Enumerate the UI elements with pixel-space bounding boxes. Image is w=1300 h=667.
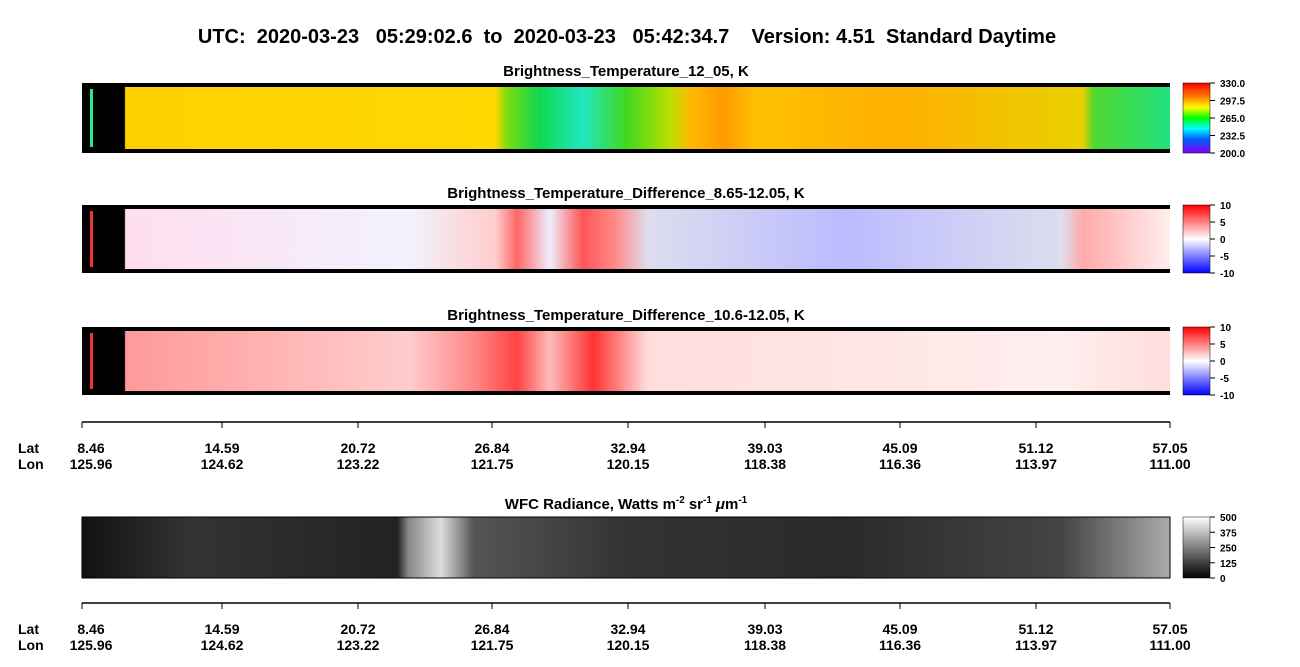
lat-value: 57.05 (1152, 621, 1187, 637)
colorbar-label: -5 (1220, 374, 1229, 385)
swath-image (82, 327, 1170, 395)
lon-value: 111.00 (1149, 637, 1190, 653)
lat-value: 8.46 (77, 440, 104, 456)
page-title: UTC: 2020-03-23 05:29:02.6 to 2020-03-23… (198, 26, 1056, 48)
lat-value: 45.09 (882, 440, 917, 456)
lon-value: 123.22 (337, 637, 380, 653)
lon-value: 111.00 (1149, 456, 1190, 472)
lon-value: 118.38 (744, 456, 786, 472)
swath-image (82, 83, 1170, 153)
colorbar-label: 5 (1220, 340, 1226, 351)
lat-value: 51.12 (1018, 440, 1053, 456)
swath-image (82, 205, 1170, 273)
title-part: -1 (703, 495, 712, 506)
lat-value: 51.12 (1018, 621, 1053, 637)
lon-value: 120.15 (607, 637, 650, 653)
title-part: WFC Radiance, Watts m (505, 496, 676, 513)
lon-value: 113.97 (1015, 637, 1057, 653)
lat-value: 32.94 (610, 440, 645, 456)
swath-edge (82, 269, 1170, 273)
title-part: sr (689, 496, 703, 513)
colorbar (1182, 82, 1211, 154)
colorbar-label: 330.0 (1220, 79, 1245, 90)
swath-edge (82, 327, 1170, 331)
lat-value: 57.05 (1152, 440, 1187, 456)
swath-strip (90, 89, 93, 147)
colorbar-label: 297.5 (1220, 97, 1245, 108)
swath-strip (90, 211, 93, 267)
lat-label: Lat (18, 621, 39, 637)
title-part: μ (715, 496, 725, 513)
lat-value: 39.03 (747, 621, 782, 637)
swath-frame (81, 516, 1171, 579)
title-part: m (725, 496, 738, 513)
colorbar-label: 5 (1220, 218, 1226, 229)
swath-edge (82, 391, 1170, 395)
swath-image (82, 517, 1170, 578)
lon-value: 125.96 (70, 637, 113, 653)
title-part: -1 (738, 495, 747, 506)
lon-value: 116.36 (879, 637, 921, 653)
lon-label: Lon (18, 637, 44, 653)
panel-title: Brightness_Temperature_Difference_8.65-1… (447, 185, 805, 202)
lat-label: Lat (18, 440, 39, 456)
lon-value: 121.75 (471, 456, 514, 472)
panel-title: Brightness_Temperature_Difference_10.6-1… (447, 307, 805, 324)
title-part: -2 (676, 495, 685, 506)
swath-edge (82, 149, 1170, 153)
colorbar-label: 10 (1220, 201, 1232, 212)
colorbar (1182, 204, 1211, 274)
lon-value: 113.97 (1015, 456, 1057, 472)
lon-value: 120.15 (607, 456, 650, 472)
lon-value: 121.75 (471, 637, 514, 653)
colorbar (1182, 516, 1211, 579)
colorbar-label: 250 (1220, 544, 1237, 555)
colorbar (1182, 326, 1211, 396)
lon-value: 124.62 (201, 456, 244, 472)
lat-value: 14.59 (204, 621, 239, 637)
lat-value: 20.72 (340, 621, 375, 637)
lat-value: 32.94 (610, 621, 645, 637)
lon-label: Lon (18, 456, 44, 472)
colorbar-label: 10 (1220, 323, 1232, 334)
lat-value: 26.84 (474, 440, 509, 456)
swath-edge (82, 205, 1170, 209)
colorbar-label: 232.5 (1220, 132, 1245, 143)
colorbar-label: 375 (1220, 528, 1237, 539)
lon-value: 123.22 (337, 456, 380, 472)
colorbar-label: 0 (1220, 357, 1226, 368)
colorbar-label: 0 (1220, 235, 1226, 246)
lon-value: 125.96 (70, 456, 113, 472)
lon-value: 118.38 (744, 637, 786, 653)
lat-value: 39.03 (747, 440, 782, 456)
colorbar-label: -5 (1220, 252, 1229, 263)
panel-title: WFC Radiance, Watts m-2 sr-1 μm-1 (505, 495, 748, 513)
lat-value: 45.09 (882, 621, 917, 637)
colorbar-label: 125 (1220, 559, 1237, 570)
swath-edge (82, 83, 1170, 87)
colorbar-label: -10 (1220, 269, 1235, 280)
lat-value: 20.72 (340, 440, 375, 456)
lat-value: 14.59 (204, 440, 239, 456)
colorbar-label: 500 (1220, 513, 1237, 524)
colorbar-label: 0 (1220, 574, 1226, 585)
lat-value: 8.46 (77, 621, 104, 637)
panel-title: Brightness_Temperature_12_05, K (503, 63, 749, 80)
colorbar-label: 200.0 (1220, 149, 1245, 160)
lon-value: 116.36 (879, 456, 921, 472)
lon-value: 124.62 (201, 637, 244, 653)
colorbar-label: 265.0 (1220, 114, 1245, 125)
colorbar-label: -10 (1220, 391, 1235, 402)
lat-value: 26.84 (474, 621, 509, 637)
swath-strip (90, 333, 93, 389)
